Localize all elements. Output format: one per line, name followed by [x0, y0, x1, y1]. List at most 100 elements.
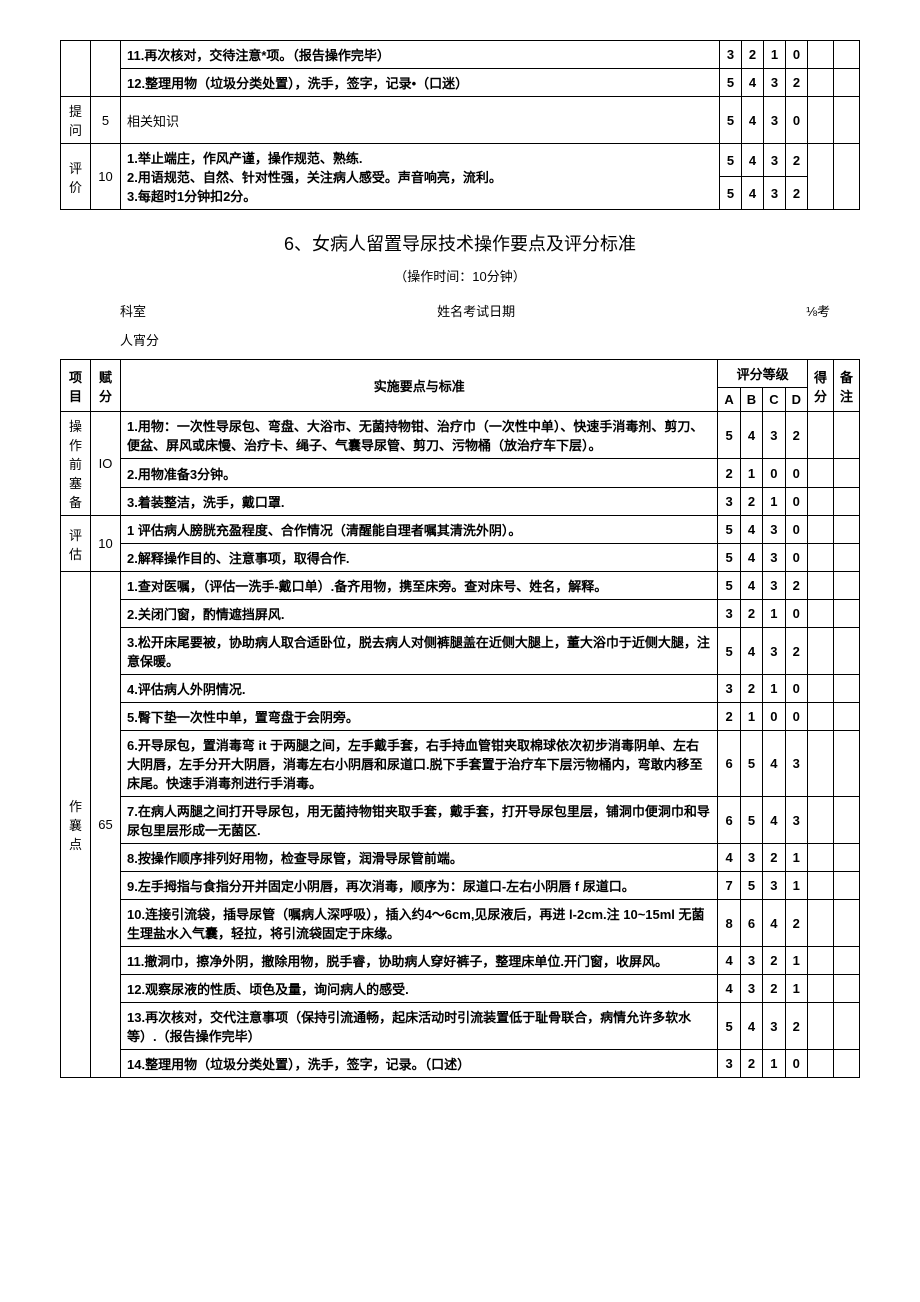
score-line: 人宵分	[60, 330, 860, 349]
cat-cell: 评价	[61, 144, 91, 210]
name-date-label: 姓名考试日期	[437, 301, 515, 320]
score-cell: 4	[740, 516, 762, 544]
score-cell: 1	[763, 675, 785, 703]
score-cell: 4	[740, 572, 762, 600]
table-row: 2.解释操作目的、注意事项，取得合作.	[121, 544, 718, 572]
score-cell: 5	[718, 572, 740, 600]
score-cell: 3	[763, 544, 785, 572]
header-line: 科室 姓名考试日期 ⅛考	[60, 295, 860, 326]
table-row: 1 评估病人膀胱充盈程度、合作情况（清醒能自理者嘱其清洗外阴）。	[121, 516, 718, 544]
weight-cell: IO	[91, 412, 121, 516]
table-row: 11.撤洞巾，擦净外阴，撤除用物，脱手睿，协助病人穿好裤子，整理床单位.开门窗，…	[121, 947, 718, 975]
score-cell: 5	[718, 628, 740, 675]
row-text: 相关知识	[121, 97, 720, 144]
score-cell: 5	[740, 872, 762, 900]
score-cell: 2	[763, 975, 785, 1003]
score-cell: 2	[785, 572, 807, 600]
score-cell: 2	[785, 412, 807, 459]
table-row: 1.查对医嘱，（评估一洗手-戴口单）.备齐用物，携至床旁。查对床号、姓名，解释。	[121, 572, 718, 600]
score-cell: 3	[763, 572, 785, 600]
table-row: 4.评估病人外阴情况.	[121, 675, 718, 703]
score-cell: 0	[785, 703, 807, 731]
row-text: 3.每超时1分钟扣2分。	[127, 186, 713, 205]
score-cell: 5	[718, 1003, 740, 1050]
score-cell: 0	[785, 459, 807, 487]
score-cell: 2	[740, 1050, 762, 1078]
score-cell: 1	[740, 459, 762, 487]
score-cell: 6	[740, 900, 762, 947]
cat-cell: 操作前塞备	[61, 412, 91, 516]
score-cell: 2	[740, 675, 762, 703]
score-cell: 4	[763, 900, 785, 947]
score-cell: 4	[740, 628, 762, 675]
table-row: 9.左手拇指与食指分开并固定小阴唇，再次消毒，顺序为：尿道口-左右小阴唇 f 尿…	[121, 872, 718, 900]
table-row: 2.用物准备3分钟。	[121, 459, 718, 487]
row-text: 1.举止端庄，作风产谨，操作规范、熟练.	[127, 148, 713, 167]
weight-cell: 10	[91, 516, 121, 572]
score-cell: 3	[763, 516, 785, 544]
score-cell: 4	[740, 1003, 762, 1050]
th-weight: 赋分	[91, 360, 121, 412]
score-cell: 2	[785, 900, 807, 947]
table-row: 1.用物：一次性导尿包、弯盘、大浴市、无菌持物钳、治疗巾（一次性中单）、快速手消…	[121, 412, 718, 459]
cat-cell: 提问	[61, 97, 91, 144]
table-row: 14.整理用物（垃圾分类处置），洗手，签字，记录。（口述）	[121, 1050, 718, 1078]
score-cell: 0	[785, 544, 807, 572]
th-score: 得分	[807, 360, 833, 412]
page-title: 6、女病人留置导尿技术操作要点及评分标准	[60, 230, 860, 256]
score-cell: 2	[718, 459, 740, 487]
score-cell: 4	[740, 412, 762, 459]
score-cell: 2	[763, 844, 785, 872]
score-cell: 1	[763, 1050, 785, 1078]
score-cell: 3	[763, 1003, 785, 1050]
score-cell: 2	[785, 1003, 807, 1050]
table-row: 3.松开床尾要被，协助病人取合适卧位，脱去病人对侧裤腿盖在近侧大腿上，董大浴巾于…	[121, 628, 718, 675]
score-cell: 1	[785, 947, 807, 975]
score-cell: 1	[763, 600, 785, 628]
score-cell: 0	[785, 675, 807, 703]
score-cell: 1	[785, 872, 807, 900]
score-cell: 3	[718, 487, 740, 515]
score-cell: 6	[718, 797, 740, 844]
table-row: 6.开导尿包，置消毒弯 it 于两腿之间，左手戴手套，右手持血管钳夹取棉球依次初…	[121, 731, 718, 797]
th-content: 实施要点与标准	[121, 360, 718, 412]
score-cell: 1	[740, 703, 762, 731]
th-note: 备注	[833, 360, 859, 412]
weight-cell: 65	[91, 572, 121, 1078]
score-cell: 5	[740, 797, 762, 844]
score-cell: 4	[763, 797, 785, 844]
row-text: 12.整理用物（垃圾分类处置），洗手，签字，记录•（口迷）	[127, 76, 468, 91]
score-cell: 4	[718, 844, 740, 872]
score-cell: 4	[718, 947, 740, 975]
score-cell: 5	[718, 516, 740, 544]
score-cell: 3	[785, 797, 807, 844]
score-cell: 3	[718, 600, 740, 628]
score-cell: 1	[763, 487, 785, 515]
score-cell: 3	[740, 947, 762, 975]
score-cell: 3	[718, 675, 740, 703]
score-cell: 3	[763, 872, 785, 900]
score-cell: 0	[785, 1050, 807, 1078]
th-grade: 评分等级	[718, 360, 808, 388]
score-cell: 3	[763, 412, 785, 459]
cat-cell: 作襄点	[61, 572, 91, 1078]
score-cell: 2	[763, 947, 785, 975]
score-cell: 2	[740, 600, 762, 628]
score-cell: 4	[718, 975, 740, 1003]
score-cell: 3	[763, 628, 785, 675]
dept-label: 科室	[120, 301, 146, 320]
score-cell: 0	[785, 516, 807, 544]
score-cell: 5	[718, 412, 740, 459]
cat-cell: 评估	[61, 516, 91, 572]
table-row: 2.关闭门窗，酌情遮挡屏风.	[121, 600, 718, 628]
score-cell: 3	[740, 975, 762, 1003]
score-cell: 8	[718, 900, 740, 947]
table-row: 12.观察尿液的性质、顷色及量，询问病人的感受.	[121, 975, 718, 1003]
examiner-label: ⅛考	[806, 301, 830, 320]
score-cell: 4	[740, 544, 762, 572]
score-cell: 0	[785, 487, 807, 515]
page-subtitle: （操作时间：10分钟）	[60, 266, 860, 285]
row-text: 11.再次核对，交待注意*项。（报告操作完毕）	[127, 48, 390, 63]
top-table: 11.再次核对，交待注意*项。（报告操作完毕） 3 2 1 0 12.整理用物（…	[60, 40, 860, 210]
row-text: 2.用语规范、自然、针对性强，关注病人感受。声音响亮，流利。	[127, 167, 713, 186]
